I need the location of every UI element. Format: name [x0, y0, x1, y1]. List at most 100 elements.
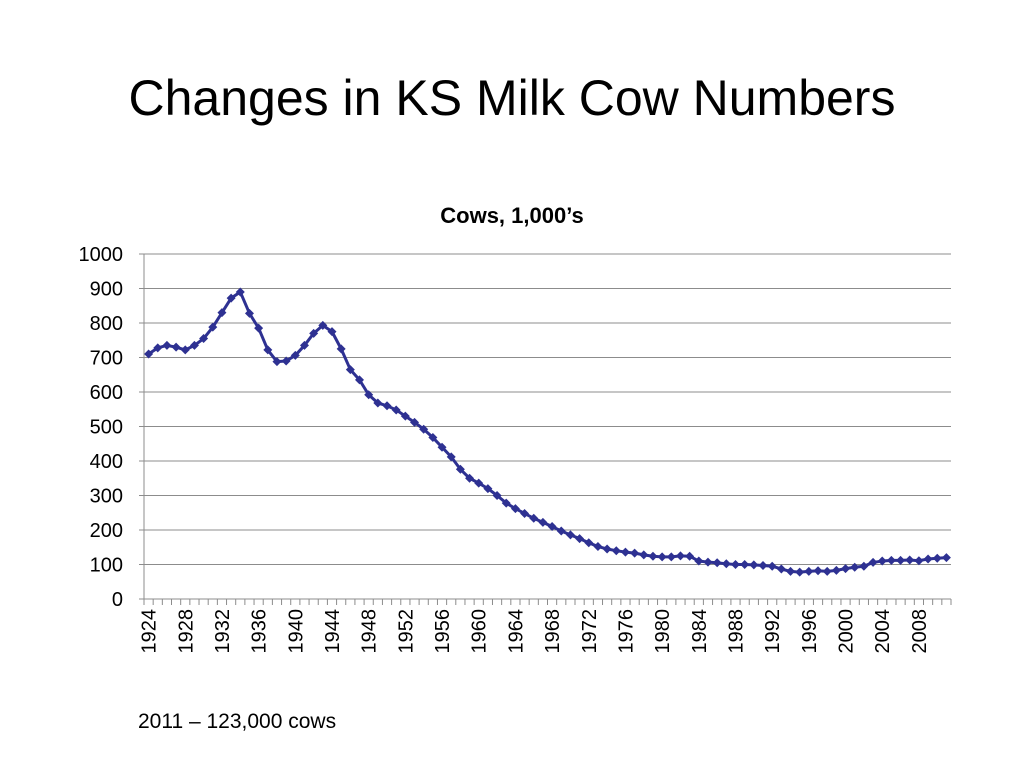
data-point [382, 401, 392, 411]
data-point [813, 566, 823, 576]
data-point [208, 322, 218, 332]
data-point [795, 567, 805, 577]
axes: 0 100 200 300 400 500 600 700 800 900 1000 1924 1928… [79, 244, 952, 654]
chart-title: Cows, 1,000’s [440, 203, 583, 228]
data-point [226, 293, 236, 303]
data-point [767, 561, 777, 571]
data-point [400, 411, 410, 421]
y-tick-label: 900 [90, 279, 123, 301]
data-point [501, 498, 511, 508]
data-point [602, 544, 612, 554]
data-point [941, 553, 951, 563]
data-point [630, 548, 640, 558]
data-point [263, 345, 273, 355]
data-point [254, 323, 264, 333]
y-tick-label: 500 [90, 417, 123, 439]
data-point [199, 334, 209, 344]
x-tick-label: 1924 [139, 609, 161, 654]
data-point [675, 551, 685, 561]
data-point [584, 538, 594, 548]
x-tick-label: 1936 [249, 609, 271, 654]
data-point [144, 349, 154, 359]
data-point [336, 344, 346, 354]
data-point [189, 340, 199, 350]
x-tick-label: 1940 [285, 609, 307, 654]
data-point [446, 452, 456, 462]
series-layer [144, 287, 951, 577]
y-tick-label: 1000 [79, 244, 124, 266]
data-point [896, 555, 906, 565]
data-point [373, 398, 383, 408]
y-tick-label: 100 [90, 555, 123, 577]
data-point [153, 343, 163, 353]
data-point [914, 556, 924, 566]
data-point [428, 433, 438, 443]
data-point [235, 287, 245, 297]
x-tick-label: 1996 [799, 609, 821, 654]
data-point [483, 484, 493, 494]
x-tick-label: 1972 [579, 609, 601, 654]
y-tick-label: 200 [90, 520, 123, 542]
data-point [712, 558, 722, 568]
x-tick-label: 1960 [469, 609, 491, 654]
data-point [299, 340, 309, 350]
data-point [180, 345, 190, 355]
x-tick-label: 2008 [909, 609, 931, 654]
data-point [171, 342, 181, 352]
data-point [666, 552, 676, 562]
x-tick-label: 1944 [322, 609, 344, 654]
data-point [831, 565, 841, 575]
y-tick-label: 700 [90, 348, 123, 370]
slide-title: Changes in KS Milk Cow Numbers [128, 70, 896, 126]
data-point [786, 566, 796, 576]
data-point [474, 478, 484, 488]
data-point [620, 547, 630, 557]
data-point [162, 340, 172, 350]
data-point [685, 551, 695, 561]
data-point [345, 365, 355, 375]
data-point [648, 551, 658, 561]
data-point [437, 442, 447, 452]
data-point [290, 350, 300, 360]
x-tick-label: 2004 [872, 609, 894, 654]
x-tick-label: 1932 [212, 609, 234, 654]
data-point [520, 508, 530, 518]
data-point [465, 473, 475, 483]
data-point [281, 356, 291, 366]
data-point [391, 405, 401, 415]
data-point [510, 504, 520, 514]
y-tick-label: 800 [90, 313, 123, 335]
data-point [841, 564, 851, 574]
y-tick-label: 0 [112, 589, 123, 611]
data-point [850, 562, 860, 572]
x-tick-label: 1948 [359, 609, 381, 654]
x-tick-label: 2000 [836, 609, 858, 654]
footnote: 2011 – 123,000 cows [138, 710, 337, 733]
data-point [877, 556, 887, 566]
x-tick-label: 1984 [689, 609, 711, 654]
x-tick-label: 1928 [175, 609, 197, 654]
data-point [694, 556, 704, 566]
data-point [355, 375, 365, 385]
x-tick-label: 1956 [432, 609, 454, 654]
data-point [868, 557, 878, 567]
x-tick-label: 1992 [762, 609, 784, 654]
x-tick-label: 1976 [615, 609, 637, 654]
data-point [932, 553, 942, 563]
gridlines [144, 253, 951, 565]
x-tick-label: 1952 [395, 609, 417, 654]
data-point [309, 328, 319, 338]
data-point [749, 560, 759, 570]
x-tick-label: 1964 [505, 609, 527, 654]
data-point [547, 522, 557, 532]
x-tick-label: 1988 [725, 609, 747, 654]
data-point [327, 327, 337, 337]
data-point [217, 308, 227, 318]
data-point [923, 554, 933, 564]
data-point [776, 564, 786, 574]
data-point [886, 555, 896, 565]
data-point [905, 555, 915, 565]
data-point [758, 561, 768, 571]
data-point [529, 513, 539, 523]
